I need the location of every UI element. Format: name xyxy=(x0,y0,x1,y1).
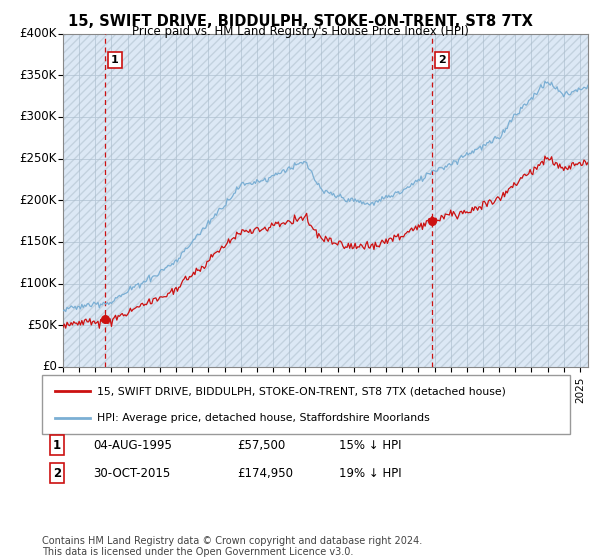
Text: £0: £0 xyxy=(42,360,57,374)
Text: £300K: £300K xyxy=(19,110,57,123)
Text: 04-AUG-1995: 04-AUG-1995 xyxy=(93,438,172,452)
Text: 1: 1 xyxy=(53,438,61,452)
Text: Contains HM Land Registry data © Crown copyright and database right 2024.
This d: Contains HM Land Registry data © Crown c… xyxy=(42,535,422,557)
Text: 1: 1 xyxy=(111,55,119,66)
FancyBboxPatch shape xyxy=(42,375,570,434)
Text: 30-OCT-2015: 30-OCT-2015 xyxy=(93,466,170,480)
Text: £174,950: £174,950 xyxy=(237,466,293,480)
Text: Price paid vs. HM Land Registry's House Price Index (HPI): Price paid vs. HM Land Registry's House … xyxy=(131,25,469,38)
Text: 15, SWIFT DRIVE, BIDDULPH, STOKE-ON-TRENT, ST8 7TX (detached house): 15, SWIFT DRIVE, BIDDULPH, STOKE-ON-TREN… xyxy=(97,386,506,396)
Text: £100K: £100K xyxy=(19,277,57,290)
Text: 19% ↓ HPI: 19% ↓ HPI xyxy=(339,466,401,480)
Text: £350K: £350K xyxy=(19,69,57,82)
Text: £150K: £150K xyxy=(19,235,57,248)
Text: 15, SWIFT DRIVE, BIDDULPH, STOKE-ON-TRENT, ST8 7TX: 15, SWIFT DRIVE, BIDDULPH, STOKE-ON-TREN… xyxy=(68,14,532,29)
Text: £57,500: £57,500 xyxy=(237,438,285,452)
Text: £50K: £50K xyxy=(27,319,57,332)
Text: HPI: Average price, detached house, Staffordshire Moorlands: HPI: Average price, detached house, Staf… xyxy=(97,413,430,423)
Text: 15% ↓ HPI: 15% ↓ HPI xyxy=(339,438,401,452)
Text: 2: 2 xyxy=(53,466,61,480)
Text: £250K: £250K xyxy=(19,152,57,165)
Text: 2: 2 xyxy=(438,55,446,66)
Text: £200K: £200K xyxy=(19,194,57,207)
Text: £400K: £400K xyxy=(19,27,57,40)
